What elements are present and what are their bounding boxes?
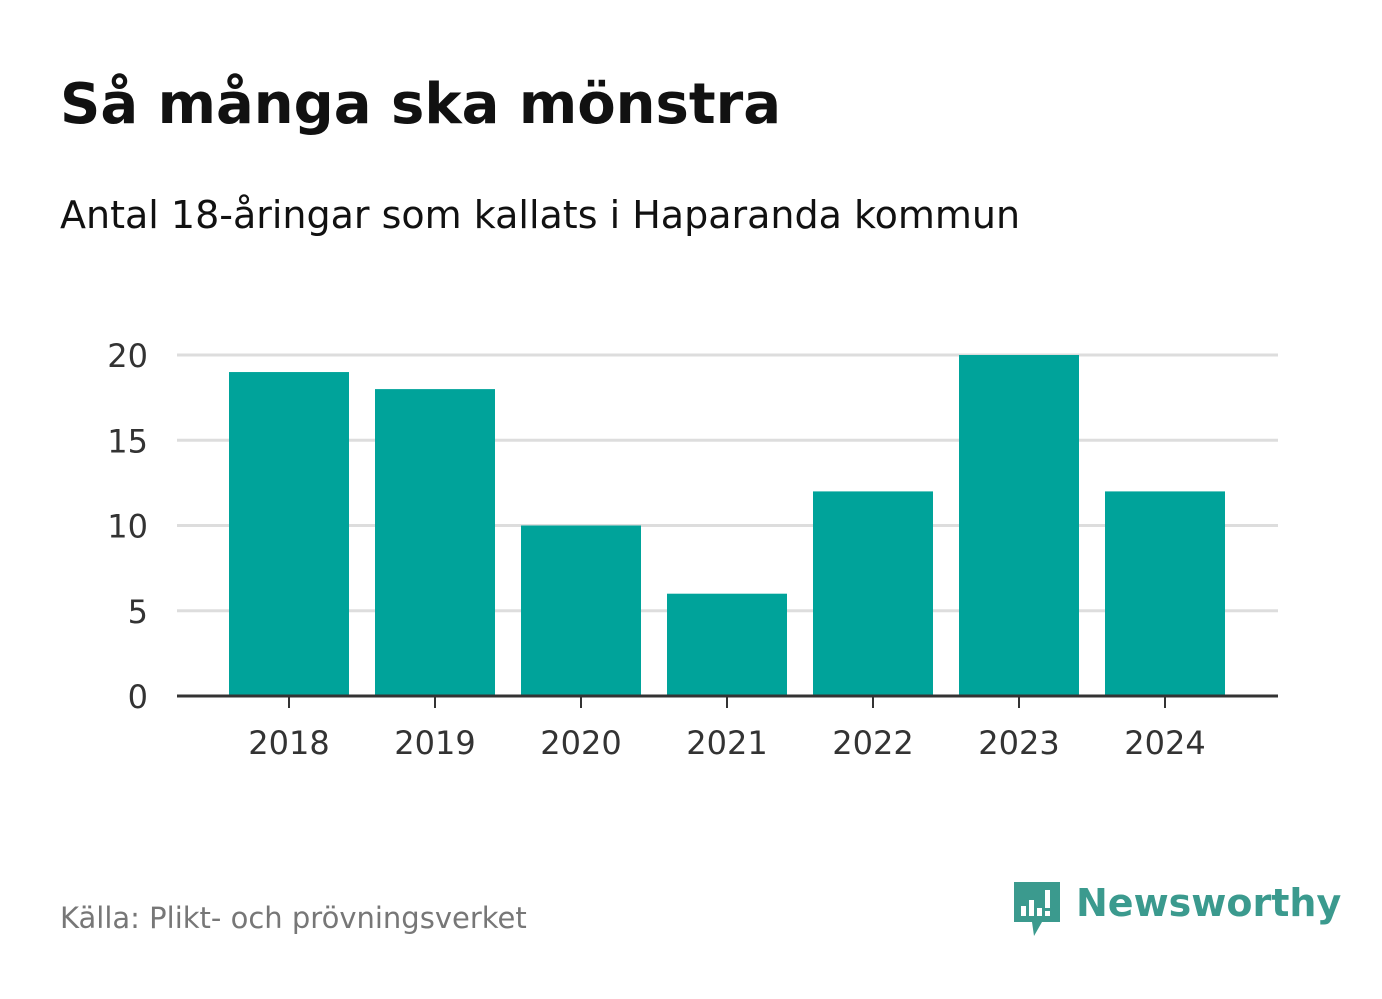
y-tick-label: 5 <box>128 593 148 631</box>
bars <box>229 355 1225 696</box>
y-tick-label: 15 <box>107 422 148 460</box>
tick-labels: 0 5 10 15 20 2018 2019 2020 2021 2022 2023 2024 <box>107 337 1205 762</box>
x-tick-label: 2021 <box>686 724 767 762</box>
bar-2022 <box>813 491 933 696</box>
axes <box>177 694 1278 708</box>
bar-2019 <box>375 389 495 696</box>
x-tick-label: 2018 <box>248 724 329 762</box>
newsworthy-logo-icon <box>1014 882 1060 936</box>
chart-title: Så många ska mönstra <box>60 72 782 137</box>
x-tick-label: 2023 <box>978 724 1059 762</box>
bar-2024 <box>1105 491 1225 696</box>
brand-name: Newsworthy <box>1076 881 1342 925</box>
brand-logo: Newsworthy <box>1012 880 1341 940</box>
x-tick-label: 2019 <box>394 724 475 762</box>
bar-2020 <box>521 525 641 696</box>
bar-chart: 0 5 10 15 20 2018 2019 2020 2021 2022 2023 2024 <box>107 337 1278 762</box>
y-tick-label: 20 <box>107 337 148 375</box>
x-tick-label: 2022 <box>832 724 913 762</box>
bar-2018 <box>229 372 349 696</box>
source-note: Källa: Plikt- och prövningsverket <box>60 901 527 935</box>
bar-2021 <box>667 593 787 696</box>
chart-subtitle: Antal 18-åringar som kallats i Haparanda… <box>60 193 1021 237</box>
y-tick-label: 10 <box>107 508 148 546</box>
bar-2023 <box>959 355 1079 696</box>
x-tick-label: 2024 <box>1124 724 1205 762</box>
x-tick-label: 2020 <box>540 724 621 762</box>
y-tick-label: 0 <box>128 678 148 716</box>
